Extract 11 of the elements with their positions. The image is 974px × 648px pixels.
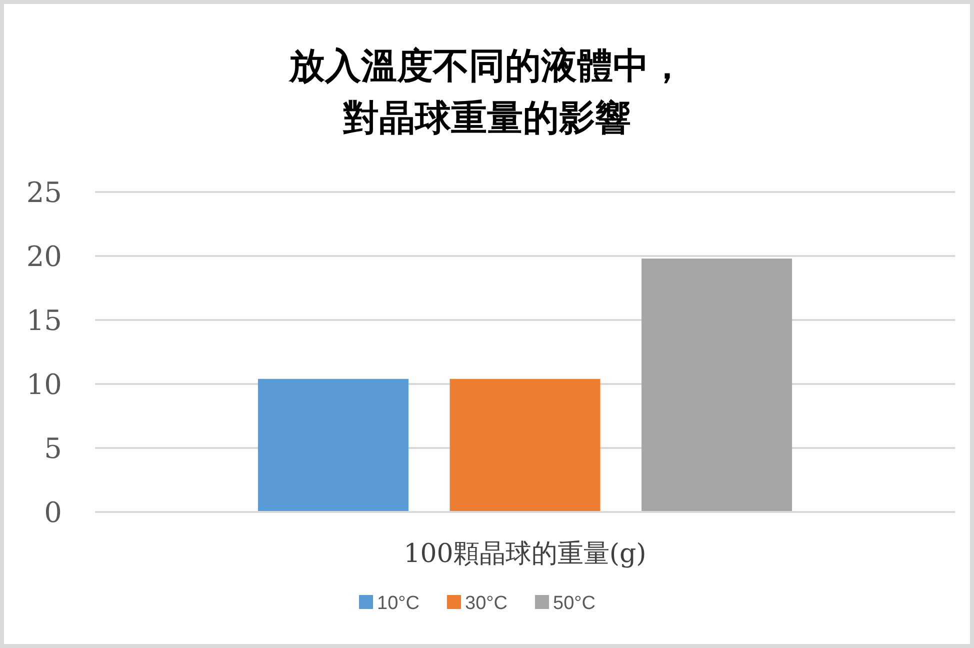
legend-label: 10°C — [377, 593, 420, 614]
x-tick-label: 100顆晶球的重量(g) — [404, 539, 646, 569]
y-tick-label: 5 — [44, 432, 62, 465]
y-tick-label: 25 — [26, 176, 62, 209]
y-tick-label: 0 — [44, 496, 62, 529]
legend-label: 50°C — [553, 593, 596, 614]
chart-title: 放入溫度不同的液體中，對晶球重量的影響 — [288, 45, 685, 139]
y-tick-label: 10 — [26, 368, 62, 401]
y-tick-label: 15 — [26, 304, 62, 337]
y-tick-label: 20 — [26, 240, 62, 273]
legend-label: 30°C — [465, 593, 508, 614]
